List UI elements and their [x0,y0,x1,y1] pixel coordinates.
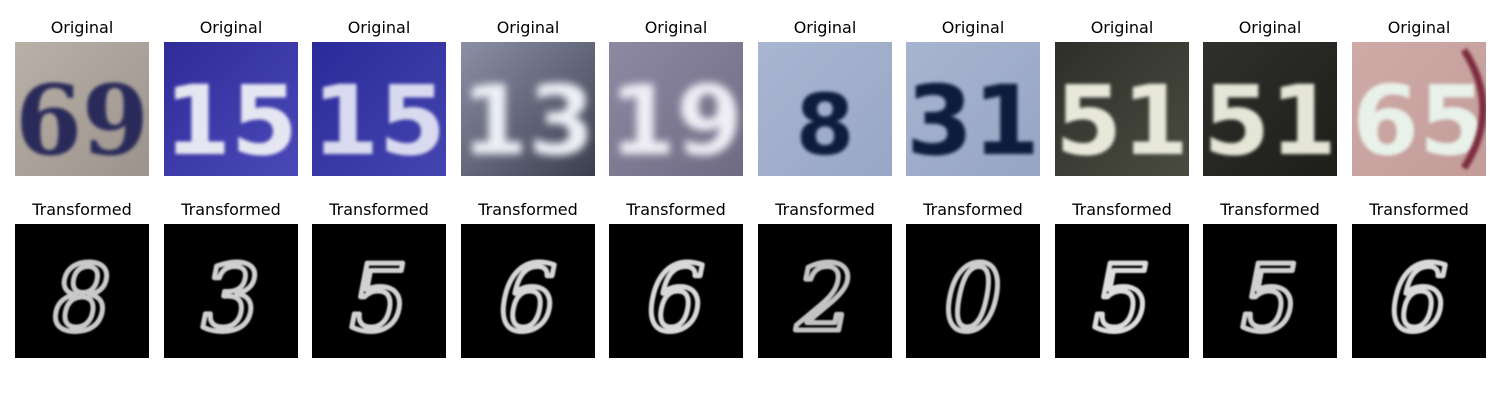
transformed-image: 5 [312,224,446,358]
panel-title: Transformed [1220,200,1320,219]
original-image: 51 [1203,42,1337,176]
transformed-image: 2 [758,224,892,358]
image-background [906,224,1040,358]
image-background [609,42,743,176]
original-image: 51 [1055,42,1189,176]
image-background [758,224,892,358]
panel-title: Original [1387,18,1451,37]
original-image: 15 [312,42,446,176]
panel-title: Transformed [32,200,132,219]
image-background [461,224,595,358]
panel-title: Original [644,18,708,37]
image-background [906,42,1040,176]
house-number-digits: 51 [1203,65,1337,176]
image-background [1055,224,1189,358]
handwritten-digit: 5 [350,245,409,352]
transformed-image: 6 [609,224,743,358]
image-background [15,42,149,176]
handwritten-digit: 6 [1390,245,1449,352]
original-image: 8 [758,42,892,176]
handwritten-digit: 6 [499,245,558,352]
transformed-image: 5 [1203,224,1337,358]
image-background [1203,224,1337,358]
transformed-image: 6 [1352,224,1486,358]
panel-title: Transformed [923,200,1023,219]
image-background [164,42,298,176]
image-background [1352,42,1486,176]
handwritten-digit: 6 [647,245,706,352]
panel-title: Original [496,18,560,37]
transformed-image: 8 [15,224,149,358]
house-number-digits: 15 [312,65,446,176]
panel-title: Transformed [626,200,726,219]
panel-title: Transformed [1369,200,1469,219]
panel-title: Original [1090,18,1154,37]
transformed-image: 6 [461,224,595,358]
original-image: 69 [15,42,149,176]
panel-title: Transformed [478,200,578,219]
original-image: 19 [609,42,743,176]
image-background [1203,42,1337,176]
panel-title: Original [50,18,114,37]
panel-title: Transformed [329,200,429,219]
image-background [1055,42,1189,176]
transformed-image: 3 [164,224,298,358]
original-image: 31 [906,42,1040,176]
panel-title: Original [941,18,1005,37]
original-image: 65 [1352,42,1486,176]
transformed-image: 5 [1055,224,1189,358]
handwritten-digit: 5 [1093,245,1152,352]
house-number-digits: 65 [1352,65,1486,176]
handwritten-digit: 3 [202,245,261,352]
panel-title: Original [199,18,263,37]
panel-title: Original [793,18,857,37]
image-background [609,224,743,358]
house-number-digits: 13 [461,65,595,176]
original-image: 15 [164,42,298,176]
panel-title: Transformed [181,200,281,219]
handwritten-digit: 5 [1241,245,1300,352]
panel-title: Transformed [775,200,875,219]
handwritten-digit: 0 [944,245,1003,352]
house-number-digits: 8 [796,76,854,174]
house-number-digits: 69 [15,64,149,176]
image-background [461,42,595,176]
image-background [164,224,298,358]
house-number-digits: 51 [1055,65,1189,176]
house-number-digits: 31 [906,65,1040,176]
house-number-digits: 15 [164,65,298,176]
panel-title: Original [1238,18,1302,37]
original-image: 13 [461,42,595,176]
image-background [312,224,446,358]
panel-title: Original [347,18,411,37]
transformed-image: 0 [906,224,1040,358]
panel-title: Transformed [1072,200,1172,219]
image-background [1352,224,1486,358]
image-background [15,224,149,358]
house-number-digits: 19 [609,65,743,176]
handwritten-digit: 8 [53,245,112,352]
image-background [312,42,446,176]
plate-border [1461,48,1486,170]
handwritten-digit: 2 [795,245,855,352]
image-background [758,42,892,176]
